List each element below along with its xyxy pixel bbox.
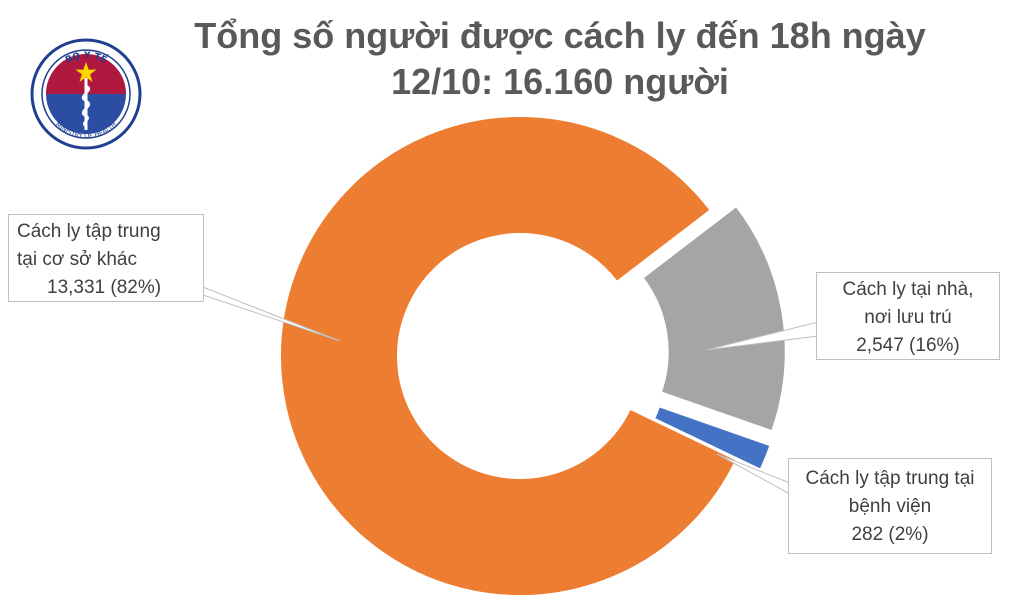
label-line: tại cơ sở khác (17, 249, 137, 270)
slice-benh-vien (652, 405, 772, 471)
logo-text-top: BỘ Y TẾ (64, 50, 110, 66)
slice-co-so-khac (279, 115, 738, 597)
data-label-tai-nha: Cách ly tại nhà, nơi lưu trú 2,547 (16%) (816, 272, 1000, 360)
label-value: 2,547 (16%) (856, 335, 960, 356)
label-line: Cách ly tập trung tại (805, 468, 975, 489)
ministry-of-health-logo: BỘ Y TẾ MINISTRY OF HEALTH (30, 38, 142, 150)
label-line: nơi lưu trú (864, 307, 952, 328)
chart-title-line2: 12/10: 16.160 người (391, 61, 729, 102)
data-label-benh-vien: Cách ly tập trung tại bệnh viện 282 (2%) (788, 458, 992, 554)
label-value: 282 (2%) (851, 524, 929, 545)
data-label-co-so-khac: Cách ly tập trung tại cơ sở khác 13,331 … (8, 214, 204, 302)
slice-tai-nha (641, 204, 787, 433)
label-line: bệnh viện (848, 496, 932, 517)
label-line: Cách ly tại nhà, (842, 279, 974, 300)
chart-title-line1: Tổng số người được cách ly đến 18h ngày (194, 15, 926, 56)
label-line: Cách ly tập trung (17, 221, 161, 242)
label-value: 13,331 (82%) (47, 277, 162, 298)
slices-layer (279, 115, 787, 597)
